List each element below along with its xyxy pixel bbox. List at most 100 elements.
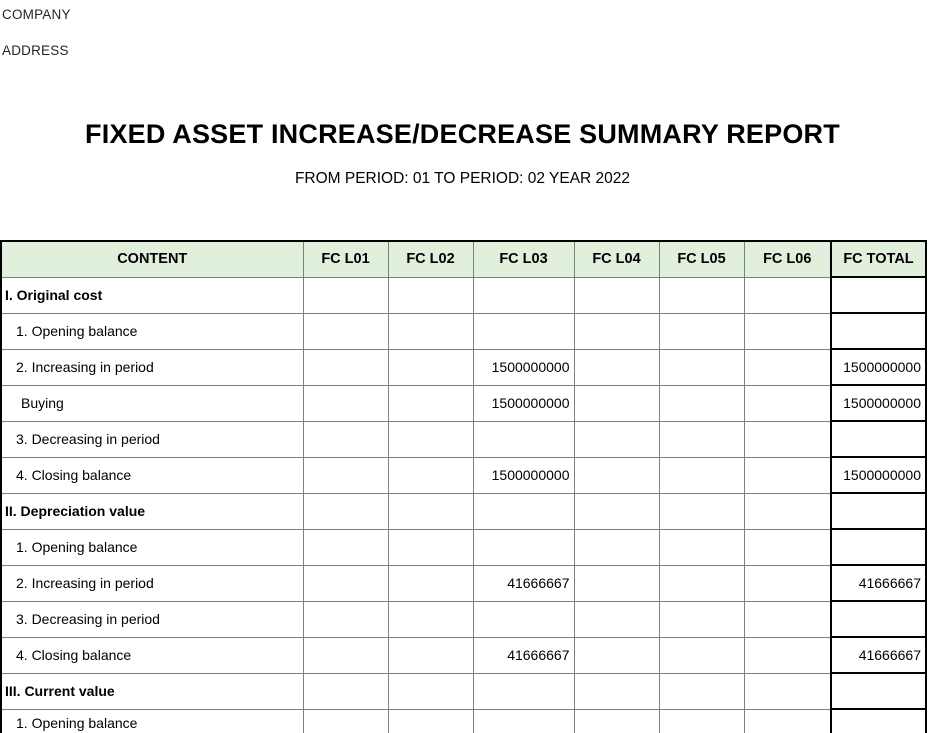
empty-cell (302, 384, 389, 422)
empty-cell (472, 276, 575, 314)
empty-cell (387, 384, 474, 422)
empty-cell (302, 312, 389, 350)
table-row: 1. Opening balance (0, 708, 927, 733)
table-row: 2. Increasing in period 41666667 41666667 (0, 564, 927, 602)
table-row: 3. Decreasing in period (0, 600, 927, 638)
col-header-fc-l04: FC L04 (573, 240, 660, 278)
empty-cell (743, 456, 832, 494)
row-label: 3. Decreasing in period (0, 600, 304, 638)
col-header-fc-l02: FC L02 (387, 240, 474, 278)
empty-cell (472, 420, 575, 458)
empty-cell (743, 348, 832, 386)
empty-cell (302, 708, 389, 733)
value-cell: 41666667 (830, 564, 927, 602)
col-header-fc-l03: FC L03 (472, 240, 575, 278)
empty-cell (573, 564, 660, 602)
table-row: 4. Closing balance 41666667 41666667 (0, 636, 927, 674)
row-label: 1. Opening balance (0, 312, 304, 350)
row-label: 2. Increasing in period (0, 564, 304, 602)
table-row: 1. Opening balance (0, 528, 927, 566)
empty-cell (472, 672, 575, 710)
empty-cell (387, 492, 474, 530)
empty-cell (573, 708, 660, 733)
empty-cell (658, 564, 745, 602)
row-label: 1. Opening balance (0, 528, 304, 566)
row-label: Buying (0, 384, 304, 422)
empty-cell (658, 384, 745, 422)
empty-cell (830, 528, 927, 566)
empty-cell (573, 312, 660, 350)
empty-cell (658, 276, 745, 314)
empty-cell (743, 636, 832, 674)
empty-cell (472, 312, 575, 350)
empty-cell (387, 420, 474, 458)
row-label: III. Current value (0, 672, 304, 710)
value-cell: 1500000000 (830, 384, 927, 422)
empty-cell (743, 312, 832, 350)
empty-cell (658, 348, 745, 386)
fixed-asset-summary-table: CONTENT FC L01 FC L02 FC L03 FC L04 FC L05 FC … (0, 240, 927, 733)
empty-cell (743, 276, 832, 314)
empty-cell (302, 456, 389, 494)
empty-cell (573, 384, 660, 422)
empty-cell (658, 420, 745, 458)
empty-cell (830, 708, 927, 733)
empty-cell (573, 528, 660, 566)
company-label: COMPANY (2, 7, 71, 22)
empty-cell (387, 312, 474, 350)
table-row: I. Original cost (0, 276, 927, 314)
empty-cell (573, 456, 660, 494)
value-cell: 1500000000 (830, 348, 927, 386)
empty-cell (387, 276, 474, 314)
row-label: 2. Increasing in period (0, 348, 304, 386)
report-subtitle: FROM PERIOD: 01 TO PERIOD: 02 YEAR 2022 (294, 170, 631, 187)
empty-cell (387, 528, 474, 566)
col-header-fc-l01: FC L01 (302, 240, 389, 278)
empty-cell (658, 456, 745, 494)
empty-cell (387, 672, 474, 710)
table-row: III. Current value (0, 672, 927, 710)
value-cell: 41666667 (472, 636, 575, 674)
table-body: I. Original cost 1. Opening balance 2. Inc… (0, 276, 927, 733)
table-row: 2. Increasing in period 1500000000 1500000… (0, 348, 927, 386)
empty-cell (830, 492, 927, 530)
empty-cell (830, 672, 927, 710)
empty-cell (830, 312, 927, 350)
empty-cell (472, 528, 575, 566)
value-cell: 41666667 (472, 564, 575, 602)
empty-cell (830, 420, 927, 458)
empty-cell (743, 420, 832, 458)
empty-cell (302, 636, 389, 674)
empty-cell (302, 276, 389, 314)
empty-cell (658, 708, 745, 733)
empty-cell (658, 672, 745, 710)
empty-cell (573, 420, 660, 458)
empty-cell (658, 600, 745, 638)
empty-cell (387, 456, 474, 494)
empty-cell (302, 600, 389, 638)
empty-cell (830, 276, 927, 314)
col-header-fc-total: FC TOTAL (830, 240, 927, 278)
empty-cell (302, 348, 389, 386)
empty-cell (743, 672, 832, 710)
empty-cell (658, 636, 745, 674)
empty-cell (573, 600, 660, 638)
value-cell: 1500000000 (472, 456, 575, 494)
value-cell: 41666667 (830, 636, 927, 674)
row-label: I. Original cost (0, 276, 304, 314)
empty-cell (573, 492, 660, 530)
row-label: 3. Decreasing in period (0, 420, 304, 458)
table-row: Buying 1500000000 1500000000 (0, 384, 927, 422)
empty-cell (387, 600, 474, 638)
empty-cell (302, 564, 389, 602)
table-header-row: CONTENT FC L01 FC L02 FC L03 FC L04 FC L05 FC … (0, 240, 927, 278)
empty-cell (658, 528, 745, 566)
empty-cell (743, 528, 832, 566)
empty-cell (573, 348, 660, 386)
value-cell: 1500000000 (830, 456, 927, 494)
empty-cell (472, 708, 575, 733)
col-header-content: CONTENT (0, 240, 304, 278)
empty-cell (830, 600, 927, 638)
empty-cell (573, 636, 660, 674)
